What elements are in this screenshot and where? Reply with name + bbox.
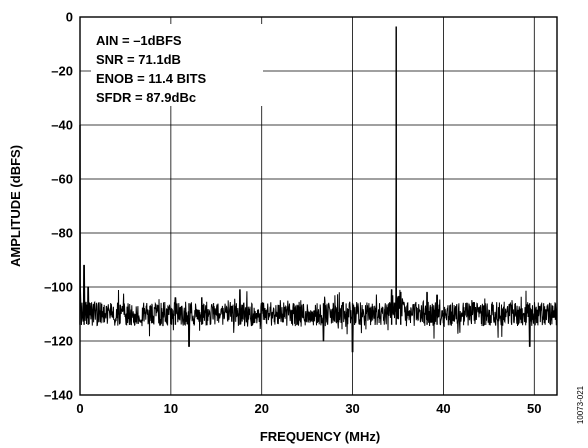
y-tick-label: 0 [66,10,73,25]
y-tick-label: –100 [44,280,73,295]
annotation-ain: AIN = –1dBFS [96,33,182,48]
annotation-enob: ENOB = 11.4 BITS [96,71,207,86]
figure-id: 10073-021 [576,385,585,424]
x-tick-label: 20 [254,401,268,416]
annotation-sfdr: SFDR = 87.9dBc [96,90,196,105]
y-axis-label: AMPLITUDE (dBFS) [8,145,23,267]
plot-frame [79,16,558,396]
x-tick-label: 30 [345,401,359,416]
x-tick-label: 10 [164,401,178,416]
y-tick-label: –80 [51,226,73,241]
y-tick-label: –40 [51,118,73,133]
x-tick-labels: 0 10 20 30 40 50 [76,401,541,416]
x-axis-label: FREQUENCY (MHz) [260,429,380,444]
x-tick-label: 0 [76,401,83,416]
x-tick-label: 40 [436,401,450,416]
y-tick-label: –140 [44,388,73,403]
annotation-snr: SNR = 71.1dB [96,52,181,67]
y-tick-label: –120 [44,334,73,349]
y-tick-label: –60 [51,172,73,187]
y-tick-label: –20 [51,64,73,79]
x-tick-label: 50 [527,401,541,416]
y-tick-labels: 0 –20 –40 –60 –80 –100 –120 –140 [44,10,73,403]
annotation-box [91,24,263,106]
fft-trace [79,26,558,353]
